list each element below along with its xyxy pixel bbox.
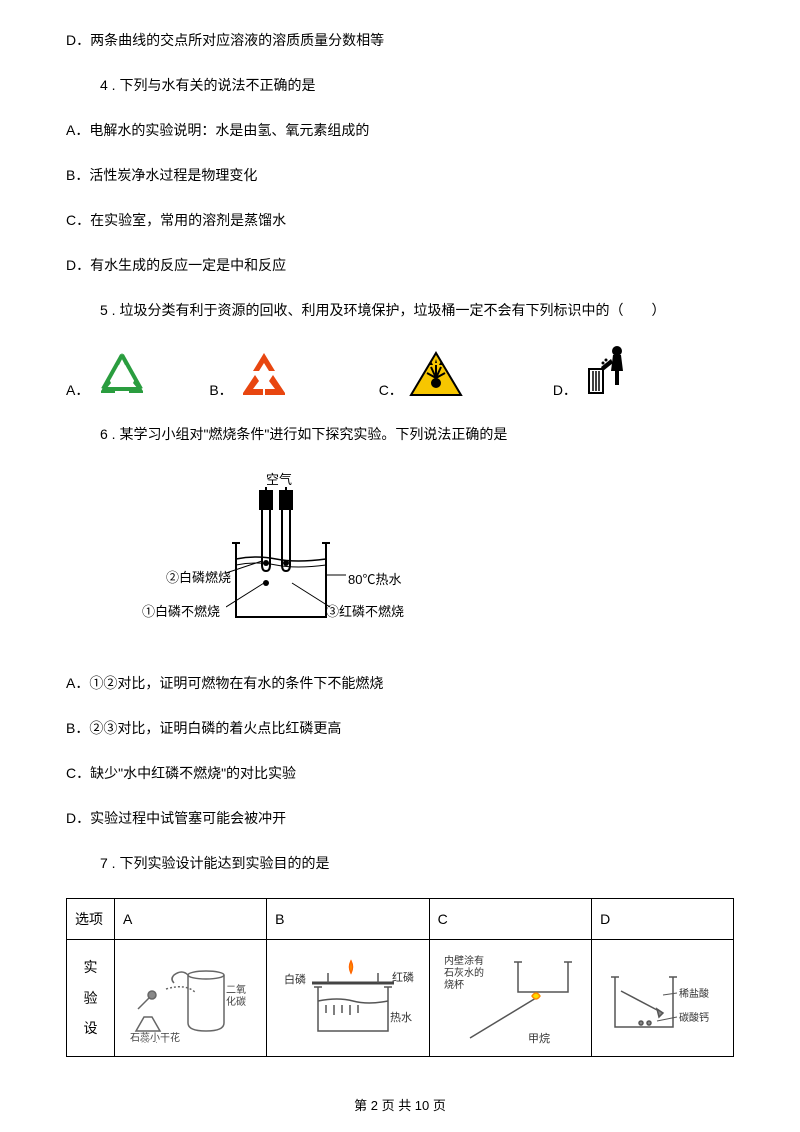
page-footer: 第 2 页 共 10 页 (0, 1095, 800, 1114)
exp-d-icon: 稀盐酸 碳酸钙 (603, 953, 723, 1043)
q5-label-a: A． (66, 380, 89, 400)
explosive-warning-icon (409, 351, 463, 400)
svg-text:稀盐酸: 稀盐酸 (679, 987, 709, 1000)
q7-h-a: A (115, 899, 267, 940)
exp-c-icon: 内壁涂有 石灰水的 烧杯 甲烷 (440, 950, 580, 1046)
q7-exp-a: 二氧 化碳 石蕊小干花 一半喷水 (115, 940, 267, 1057)
svg-text:碳酸钙: 碳酸钙 (679, 1011, 709, 1024)
table-row: 选项 A B C D (67, 899, 734, 940)
q7-h-b: B (267, 899, 430, 940)
svg-text:红磷: 红磷 (392, 971, 414, 984)
q5-label-d: D． (553, 380, 577, 400)
q6-stem: 6 . 某学习小组对"燃烧条件"进行如下探究实验。下列说法正确的是 (66, 424, 734, 445)
svg-text:石蕊小干花: 石蕊小干花 (130, 1031, 180, 1043)
table-row: 实验设 二氧 化碳 石蕊小干花 一半喷水 (67, 940, 734, 1057)
q5-label-b: B． (209, 380, 232, 400)
q6-label-80: 80℃热水 (348, 569, 401, 588)
q7-row-label: 实验设 (67, 940, 115, 1057)
svg-text:白磷: 白磷 (284, 972, 306, 986)
svg-text:化碳: 化碳 (226, 995, 246, 1008)
q7-h0: 选项 (67, 899, 115, 940)
recycle-triangle-icon (95, 351, 149, 400)
q6-label-2: ②白磷燃烧 (166, 567, 231, 586)
q6-option-a: A．①②对比，证明可燃物在有水的条件下不能燃烧 (66, 673, 734, 694)
q3-option-d: D．两条曲线的交点所对应溶液的溶质质量分数相等 (66, 30, 734, 51)
q4-option-a: A．电解水的实验说明：水是由氢、氧元素组成的 (66, 120, 734, 141)
exp-a-icon: 二氧 化碳 石蕊小干花 一半喷水 (126, 953, 256, 1043)
q7-exp-b: 白磷 红磷 热水 (267, 940, 430, 1057)
q4-option-b: B．活性炭净水过程是物理变化 (66, 165, 734, 186)
q7-exp-c: 内壁涂有 石灰水的 烧杯 甲烷 (429, 940, 592, 1057)
q6-diagram: 空气 ②白磷燃烧 ①白磷不燃烧 80℃热水 ③红磷不燃烧 (166, 469, 446, 649)
q4-option-c: C．在实验室，常用的溶剂是蒸馏水 (66, 210, 734, 231)
q5-label-c: C． (379, 380, 403, 400)
q5-options-row: A． B． (66, 345, 734, 400)
q7-exp-d: 稀盐酸 碳酸钙 (592, 940, 734, 1057)
q6-air-label: 空气 (266, 469, 292, 488)
exp-b-icon: 白磷 红磷 热水 (278, 953, 418, 1043)
q5-stem: 5 . 垃圾分类有利于资源的回收、利用及环境保护，垃圾桶一定不会有下列标识中的（… (66, 300, 734, 321)
q4-stem: 4 . 下列与水有关的说法不正确的是 (66, 75, 734, 96)
q7-table: 选项 A B C D 实验设 二氧 化碳 石蕊小干花 一半喷水 (66, 898, 734, 1057)
svg-text:烧杯: 烧杯 (444, 978, 464, 991)
svg-text:甲烷: 甲烷 (528, 1031, 550, 1045)
q7-stem: 7 . 下列实验设计能达到实验目的的是 (66, 853, 734, 874)
q7-h-c: C (429, 899, 592, 940)
q6-option-c: C．缺少"水中红磷不燃烧"的对比实验 (66, 763, 734, 784)
svg-text:二氧: 二氧 (226, 983, 246, 996)
q6-option-d: D．实验过程中试管塞可能会被冲开 (66, 808, 734, 829)
q7-h-d: D (592, 899, 734, 940)
recycle-arrows-icon (239, 351, 289, 400)
q4-option-d: D．有水生成的反应一定是中和反应 (66, 255, 734, 276)
q6-option-b: B．②③对比，证明白磷的着火点比红磷更高 (66, 718, 734, 739)
svg-text:内壁涂有: 内壁涂有 (444, 954, 484, 967)
svg-text:石灰水的: 石灰水的 (444, 966, 484, 979)
svg-text:热水: 热水 (390, 1011, 412, 1024)
q6-label-3: ③红磷不燃烧 (326, 601, 404, 620)
q6-label-1: ①白磷不燃烧 (142, 601, 220, 620)
litter-bin-icon (583, 345, 635, 400)
